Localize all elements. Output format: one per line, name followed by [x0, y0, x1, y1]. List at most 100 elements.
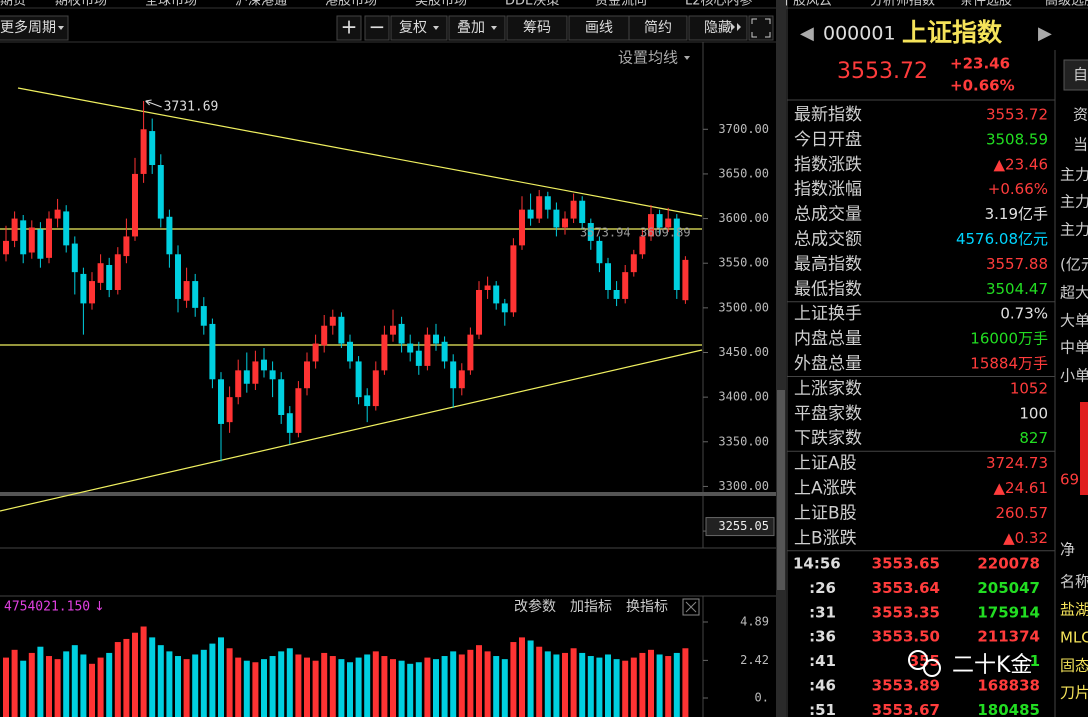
candle-body	[390, 325, 396, 335]
candle-body	[304, 361, 310, 389]
candle-body	[630, 254, 637, 273]
indicator-button[interactable]: 加指标	[570, 599, 612, 615]
stat-label: 上证B股	[794, 503, 857, 523]
candle-body	[501, 303, 508, 313]
menu-item[interactable]: 个股风云	[780, 0, 832, 9]
volume-bar	[587, 656, 594, 717]
volume-bar	[218, 637, 224, 717]
volume-bar	[510, 642, 517, 717]
toolbar-label: 复权	[399, 19, 427, 36]
menu-item[interactable]: 资金流向	[595, 0, 647, 9]
volume-bar	[372, 651, 379, 717]
toolbar-label: 画线	[585, 20, 613, 36]
volume-bar	[570, 648, 577, 717]
candle-body	[269, 370, 276, 380]
volume-bar	[46, 656, 52, 717]
menu-item[interactable]: 高级选股	[1045, 0, 1088, 9]
toolbar-button[interactable]	[568, 15, 630, 41]
side-label: 净	[1060, 541, 1075, 559]
stat-value: 827	[1019, 429, 1048, 447]
menu-item[interactable]: L2核心内参	[685, 0, 753, 9]
fullscreen-button[interactable]	[748, 15, 774, 41]
toolbar-button[interactable]	[628, 15, 688, 41]
menu-item[interactable]: 分析师指数	[870, 0, 935, 9]
menu-item[interactable]: 全球市场	[145, 0, 197, 9]
trade-volume: 175914	[977, 603, 1040, 621]
candle-body	[54, 209, 61, 219]
quote-name: 上证指数	[902, 18, 1003, 47]
stat-label: 下跌家数	[794, 429, 862, 449]
candle-body	[71, 243, 78, 273]
candle-body	[106, 265, 113, 290]
volume-bar	[484, 651, 491, 717]
volume-bar	[579, 652, 586, 717]
candle-body	[46, 218, 52, 258]
trade-price: 3553.65	[872, 555, 940, 573]
menu-item[interactable]: 港股市场	[325, 0, 377, 9]
side-label: 资	[1073, 106, 1088, 124]
toolbar-label: 叠加	[457, 20, 485, 36]
candle-body	[458, 370, 465, 389]
volume-tick-label: 4.89	[740, 615, 769, 629]
toolbar-label: 简约	[644, 19, 672, 36]
volume-bar	[338, 659, 345, 717]
y-tick-label: 3450.00	[718, 345, 769, 359]
stat-label: 上证换手	[794, 304, 862, 324]
prev-arrow[interactable]: ◀	[800, 23, 814, 44]
volume-bar	[3, 657, 9, 717]
toolbar-button[interactable]	[448, 15, 506, 41]
quote-pct: +0.66%	[950, 77, 1015, 95]
side-label: 主力	[1060, 221, 1088, 239]
volume-bar	[398, 660, 405, 717]
side-label: 当	[1073, 136, 1088, 154]
trade-price: 3553.64	[872, 579, 940, 597]
indicator-button[interactable]: 改参数	[514, 598, 556, 615]
candle-body	[639, 236, 646, 255]
fullscreen-icon	[751, 18, 771, 38]
cursor-box	[705, 517, 775, 537]
trade-price: 3553.50	[872, 628, 940, 646]
watermark-text: 二十K金	[952, 653, 1032, 678]
volume-bar	[390, 659, 396, 717]
menu-item[interactable]: DDE决策	[505, 0, 559, 9]
candle-body	[123, 236, 130, 257]
menu-item[interactable]: 期权市场	[55, 0, 107, 9]
menu-item[interactable]: 条件选股	[960, 0, 1012, 9]
menu-item[interactable]: 美股市场	[415, 0, 467, 9]
menu-item[interactable]: 沪深港通	[235, 0, 287, 9]
ma-setting[interactable]: 设置均线	[618, 49, 678, 67]
trend-line	[0, 349, 703, 512]
next-arrow[interactable]: ▶	[1038, 23, 1052, 44]
trade-volume: 1	[1030, 652, 1040, 670]
candle-body	[415, 350, 422, 366]
volume-bar	[355, 657, 362, 717]
menu-item[interactable]: 期货	[0, 0, 26, 9]
chart-separator	[0, 492, 776, 496]
toolbar-button[interactable]	[390, 15, 448, 41]
trade-price: 355	[909, 652, 940, 670]
candle-body	[355, 361, 362, 398]
stat-label: 上B涨跌	[794, 528, 857, 548]
stat-value: ▲23.46	[994, 155, 1048, 173]
close-button[interactable]	[682, 598, 700, 616]
stat-label: 上A涨跌	[794, 479, 857, 499]
stat-value: 3.19亿手	[985, 205, 1048, 223]
candle-body	[11, 218, 18, 241]
side-button[interactable]	[1063, 59, 1088, 91]
trade-time: :46	[809, 677, 836, 695]
toolbar-button[interactable]	[336, 15, 362, 41]
side-label: 中单	[1060, 339, 1088, 357]
volume-bar	[665, 656, 672, 717]
volume-tick-label: 0.	[755, 691, 769, 705]
period-button[interactable]	[0, 15, 69, 41]
volume-bar	[673, 652, 680, 717]
volume-bar	[200, 649, 207, 717]
indicator-button[interactable]: 换指标	[626, 598, 668, 615]
candle-body	[544, 196, 551, 210]
volume-bar	[226, 648, 233, 717]
volume-bar	[132, 632, 138, 717]
toolbar-button[interactable]	[506, 15, 568, 41]
candle-body	[175, 254, 181, 299]
toolbar-button[interactable]	[364, 15, 390, 41]
